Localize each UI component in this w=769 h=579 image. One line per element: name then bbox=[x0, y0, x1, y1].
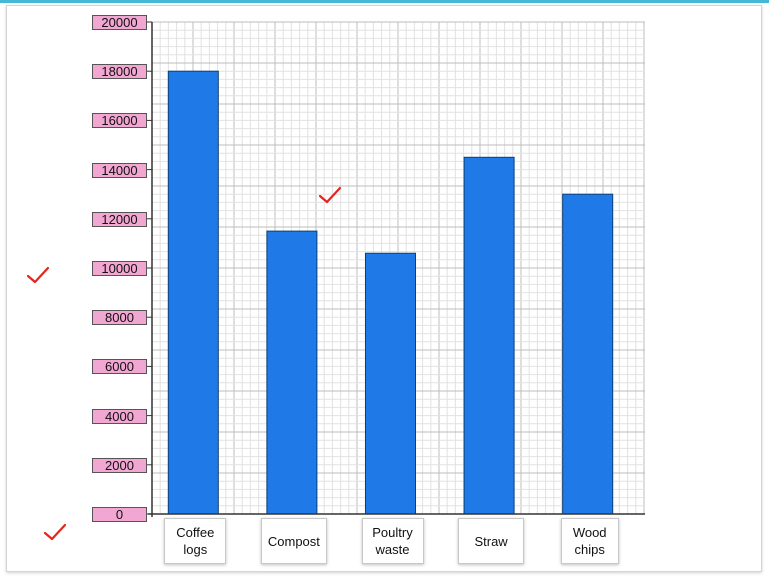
axes bbox=[147, 21, 645, 517]
y-tick-label: 4000 bbox=[92, 408, 147, 424]
x-category-label: Poultry waste bbox=[361, 518, 424, 564]
bar-poultry-waste bbox=[365, 252, 416, 515]
y-tick-label: 6000 bbox=[92, 359, 147, 375]
y-tick-label: 14000 bbox=[92, 162, 147, 178]
y-tick-label: 18000 bbox=[92, 64, 147, 80]
check-mark-icon bbox=[43, 523, 67, 541]
x-category-text: Wood chips bbox=[572, 525, 607, 557]
bars bbox=[167, 70, 614, 515]
bar-coffee-logs bbox=[167, 70, 219, 515]
bar-compost bbox=[266, 230, 318, 515]
bar-straw bbox=[463, 156, 515, 515]
x-category-label: Straw bbox=[458, 518, 525, 564]
x-category-label: Wood chips bbox=[560, 518, 619, 564]
x-category-text: Poultry waste bbox=[372, 525, 413, 557]
y-tick-label: 12000 bbox=[92, 211, 147, 227]
y-tick-label: 20000 bbox=[92, 15, 147, 30]
x-category-label: Compost bbox=[260, 518, 327, 564]
x-category-text: Compost bbox=[267, 533, 320, 549]
x-category-text: Straw bbox=[474, 533, 508, 549]
x-category-label: Coffee logs bbox=[164, 518, 227, 564]
top-accent-line bbox=[0, 0, 769, 3]
y-tick-label: 0 bbox=[92, 507, 147, 522]
check-mark-icon bbox=[26, 266, 50, 284]
y-tick-label: 8000 bbox=[92, 310, 147, 326]
y-tick-label: 16000 bbox=[92, 113, 147, 129]
check-mark-icon bbox=[318, 186, 342, 204]
bar-wood-chips bbox=[562, 193, 614, 515]
y-tick-label: 2000 bbox=[92, 457, 147, 473]
x-category-text: Coffee logs bbox=[176, 525, 215, 557]
y-tick-label: 10000 bbox=[92, 261, 147, 276]
